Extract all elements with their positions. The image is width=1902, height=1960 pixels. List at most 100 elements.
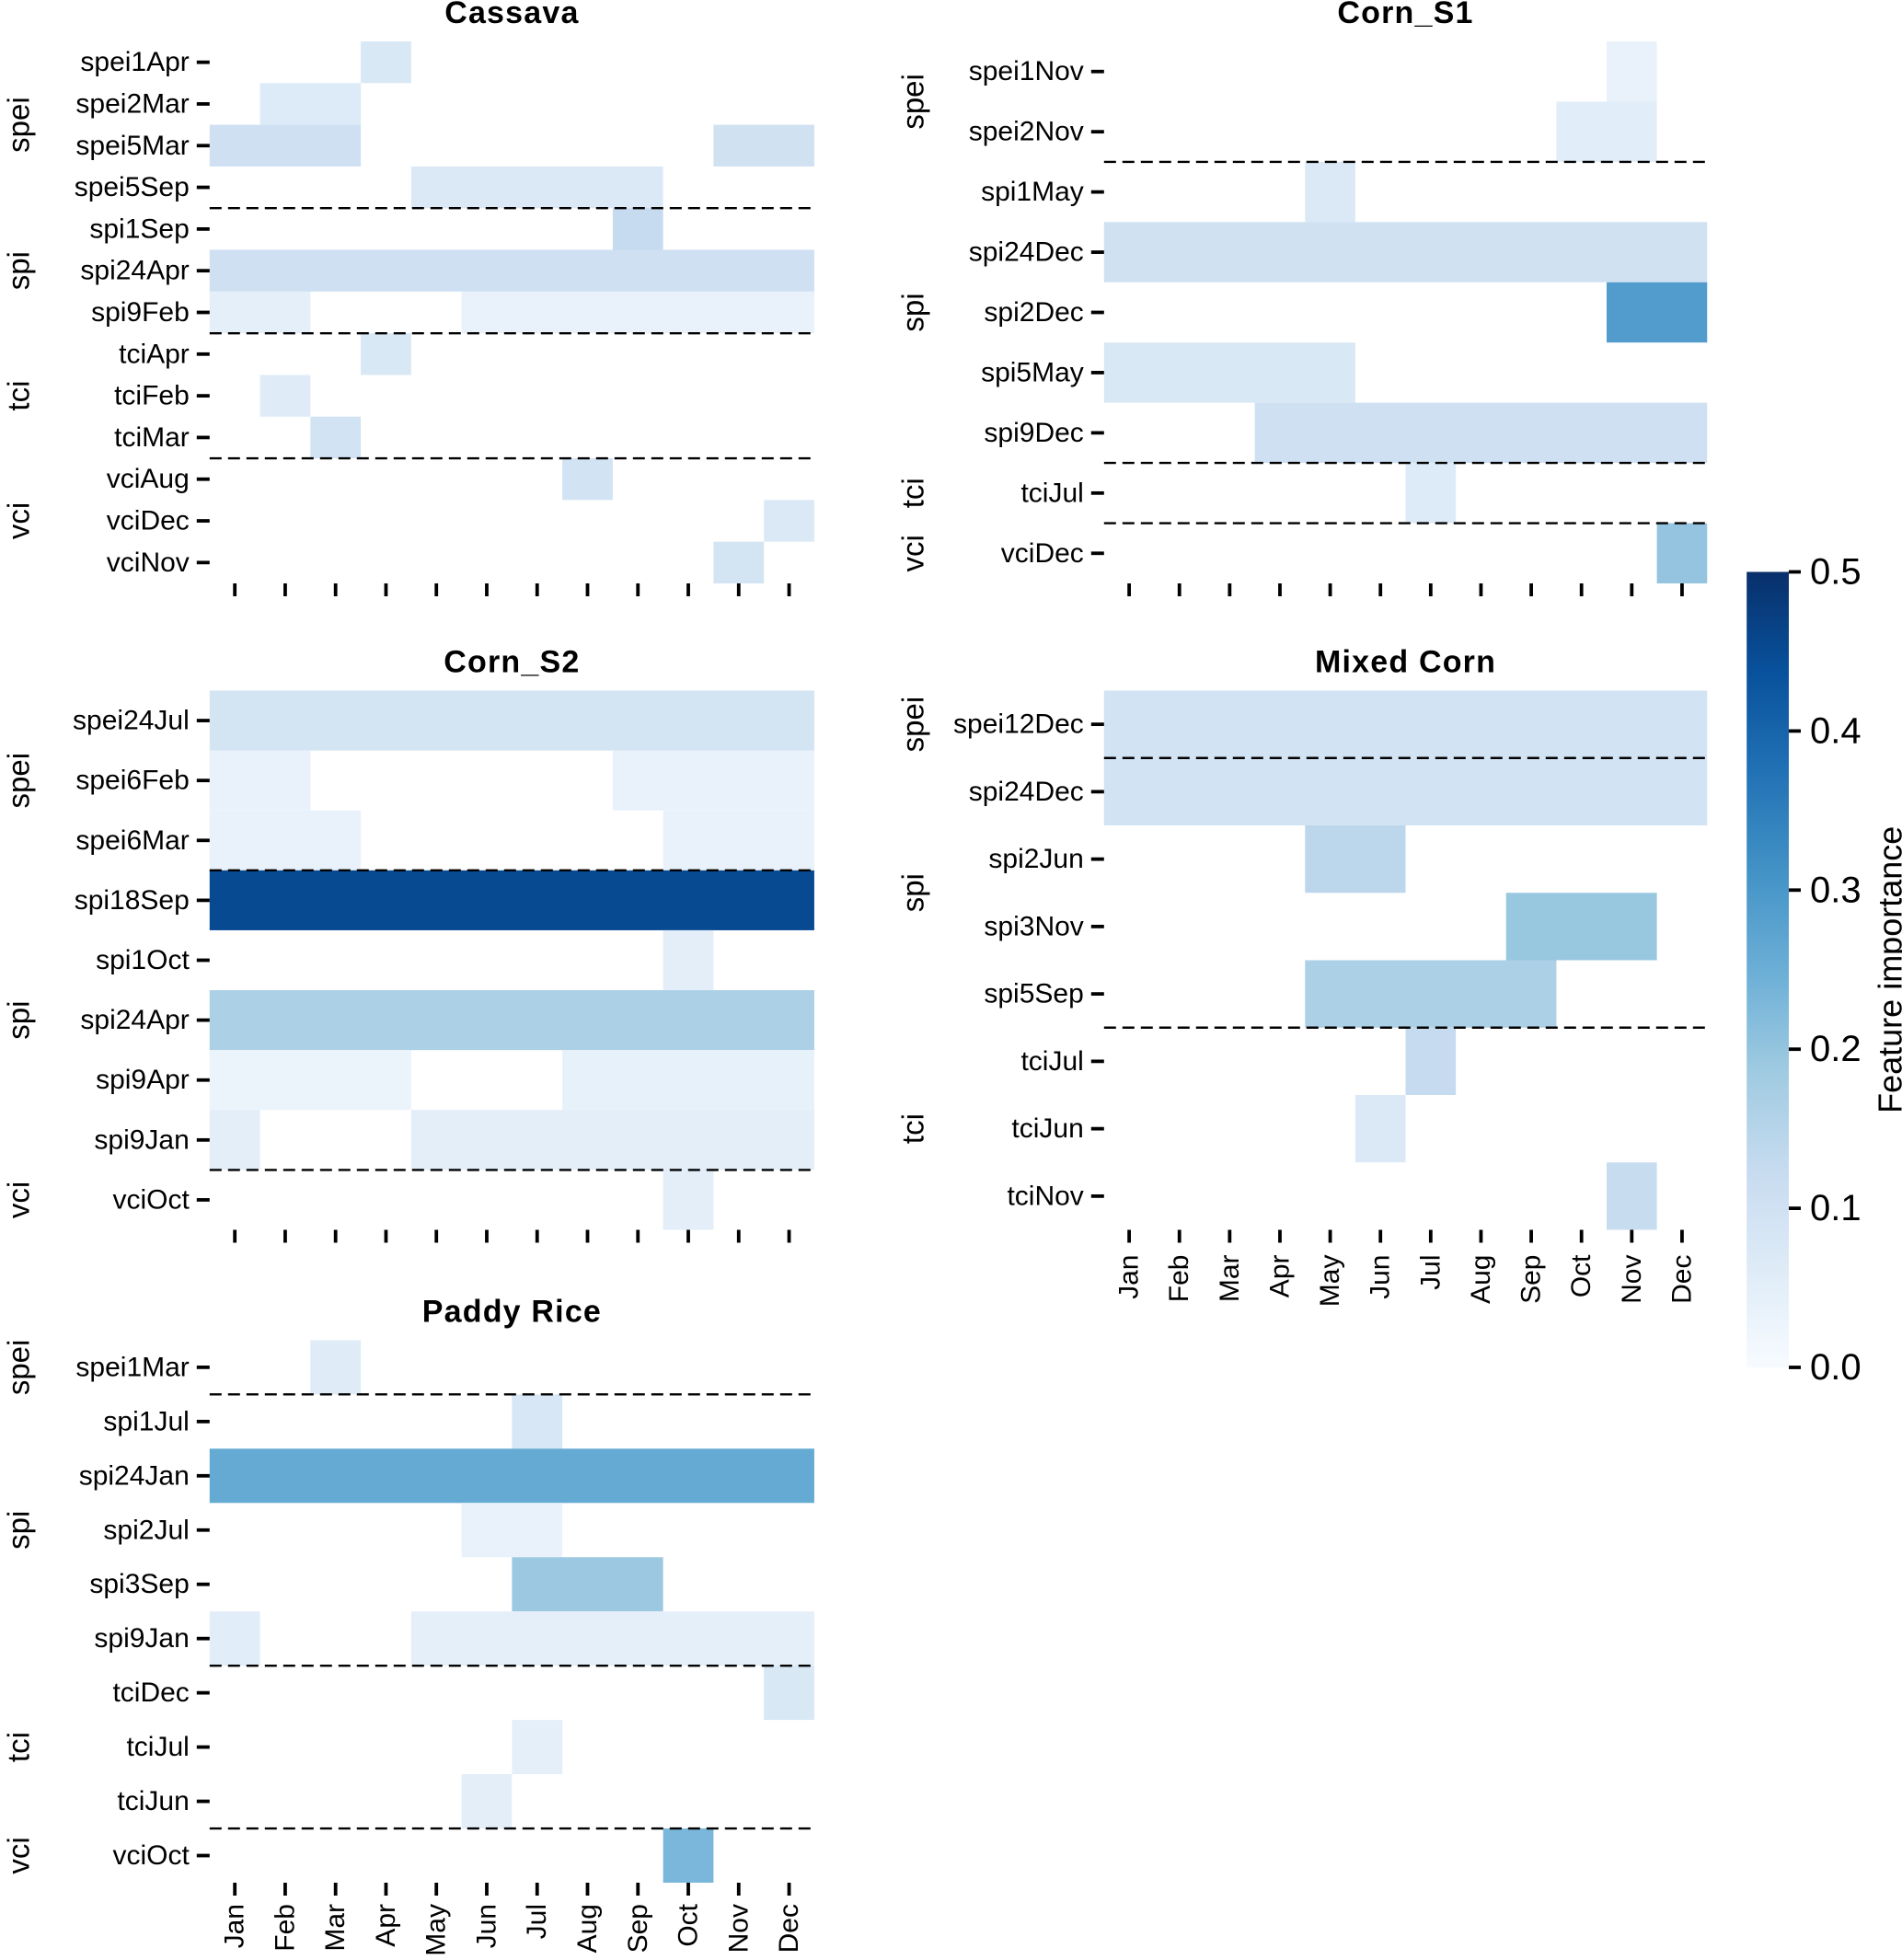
svg-text:Nov: Nov xyxy=(723,1904,754,1953)
svg-text:spei1Mar: spei1Mar xyxy=(75,1352,189,1382)
svg-text:vciDec: vciDec xyxy=(1001,538,1084,569)
svg-text:tciApr: tciApr xyxy=(119,339,190,369)
svg-text:spei6Feb: spei6Feb xyxy=(75,766,189,796)
svg-text:0.0: 0.0 xyxy=(1810,1347,1862,1388)
svg-text:spei: spei xyxy=(896,697,930,753)
svg-text:vciAug: vciAug xyxy=(107,464,190,494)
svg-text:vci: vci xyxy=(2,502,36,539)
svg-text:spi2Jul: spi2Jul xyxy=(103,1515,189,1545)
svg-text:spi: spi xyxy=(2,251,36,290)
svg-text:Dec: Dec xyxy=(1666,1255,1697,1304)
svg-text:spi: spi xyxy=(2,1511,36,1550)
svg-text:spi3Nov: spi3Nov xyxy=(984,911,1083,941)
svg-text:spi3Sep: spi3Sep xyxy=(89,1569,189,1599)
svg-text:tciJul: tciJul xyxy=(126,1732,189,1762)
svg-text:Oct: Oct xyxy=(674,1903,704,1946)
svg-text:spi18Sep: spi18Sep xyxy=(75,885,190,916)
svg-text:Jan: Jan xyxy=(1114,1255,1145,1299)
svg-text:Mar: Mar xyxy=(1215,1254,1245,1302)
svg-text:spi1Oct: spi1Oct xyxy=(96,945,190,975)
svg-text:0.3: 0.3 xyxy=(1810,870,1862,910)
svg-text:Feature importance: Feature importance xyxy=(1872,826,1902,1113)
svg-text:spi9Jan: spi9Jan xyxy=(94,1124,189,1155)
svg-text:tciJun: tciJun xyxy=(1011,1113,1083,1144)
svg-text:spei5Mar: spei5Mar xyxy=(75,131,189,161)
svg-text:spi2Jun: spi2Jun xyxy=(988,844,1083,874)
svg-text:spei: spei xyxy=(2,97,36,153)
svg-text:May: May xyxy=(1315,1255,1345,1308)
svg-text:Aug: Aug xyxy=(572,1904,603,1953)
svg-text:0.2: 0.2 xyxy=(1810,1029,1862,1069)
svg-text:0.5: 0.5 xyxy=(1810,552,1862,593)
svg-text:spi9Feb: spi9Feb xyxy=(91,297,190,328)
svg-text:tciNov: tciNov xyxy=(1007,1181,1083,1211)
svg-text:spi5May: spi5May xyxy=(981,357,1084,387)
svg-text:spi9Jan: spi9Jan xyxy=(94,1623,189,1654)
svg-text:spei: spei xyxy=(2,753,36,809)
svg-text:Jun: Jun xyxy=(1366,1255,1396,1299)
svg-text:spei24Jul: spei24Jul xyxy=(73,706,190,736)
svg-text:Jul: Jul xyxy=(1415,1255,1446,1290)
svg-text:Jun: Jun xyxy=(471,1904,501,1948)
svg-text:tci: tci xyxy=(2,381,36,411)
svg-text:spi24Dec: spi24Dec xyxy=(969,777,1084,807)
svg-text:spei12Dec: spei12Dec xyxy=(953,709,1084,740)
svg-text:Jul: Jul xyxy=(522,1904,552,1939)
svg-text:spei1Apr: spei1Apr xyxy=(80,47,189,77)
svg-text:spi24Apr: spi24Apr xyxy=(80,256,189,286)
svg-text:Corn_S1: Corn_S1 xyxy=(1337,0,1473,30)
svg-text:tciJul: tciJul xyxy=(1020,478,1083,508)
svg-text:vciDec: vciDec xyxy=(107,506,190,536)
svg-text:Apr: Apr xyxy=(1264,1254,1295,1297)
svg-text:spei1Nov: spei1Nov xyxy=(969,56,1084,86)
svg-text:vci: vci xyxy=(2,1837,36,1874)
svg-text:tciDec: tciDec xyxy=(112,1678,189,1708)
svg-text:0.4: 0.4 xyxy=(1810,710,1862,751)
svg-text:May: May xyxy=(421,1904,452,1955)
svg-text:vciNov: vciNov xyxy=(107,548,190,578)
svg-text:spei5Sep: spei5Sep xyxy=(75,172,190,202)
svg-text:tciFeb: tciFeb xyxy=(114,381,190,411)
svg-text:spi: spi xyxy=(2,1001,36,1040)
svg-text:spei2Mar: spei2Mar xyxy=(75,88,189,119)
svg-text:spi1Sep: spi1Sep xyxy=(89,213,189,244)
svg-text:Mar: Mar xyxy=(320,1904,351,1952)
svg-text:spi: spi xyxy=(896,873,930,912)
svg-text:Paddy Rice: Paddy Rice xyxy=(422,1294,602,1329)
svg-text:spi1Jul: spi1Jul xyxy=(103,1406,189,1436)
svg-text:Feb: Feb xyxy=(1164,1255,1194,1303)
svg-text:vciOct: vciOct xyxy=(112,1840,190,1871)
svg-text:spi24Dec: spi24Dec xyxy=(969,237,1084,268)
svg-text:spi1May: spi1May xyxy=(981,177,1084,207)
svg-text:Nov: Nov xyxy=(1617,1255,1647,1304)
svg-text:Mixed Corn: Mixed Corn xyxy=(1315,645,1496,680)
svg-text:spei: spei xyxy=(896,74,930,130)
svg-text:Feb: Feb xyxy=(270,1904,300,1952)
svg-text:spi9Dec: spi9Dec xyxy=(984,418,1083,448)
svg-text:spi5Sep: spi5Sep xyxy=(984,979,1083,1009)
svg-text:spi24Apr: spi24Apr xyxy=(80,1005,189,1035)
svg-text:Jan: Jan xyxy=(220,1904,250,1948)
svg-text:vci: vci xyxy=(2,1182,36,1218)
svg-text:spei: spei xyxy=(2,1340,36,1396)
svg-text:vci: vci xyxy=(896,535,930,571)
svg-text:tci: tci xyxy=(2,1732,36,1762)
svg-text:spi2Dec: spi2Dec xyxy=(984,297,1083,328)
svg-text:tciJun: tciJun xyxy=(117,1786,189,1816)
svg-text:Aug: Aug xyxy=(1466,1255,1496,1304)
svg-text:Sep: Sep xyxy=(623,1904,653,1953)
svg-text:spei6Mar: spei6Mar xyxy=(75,825,189,856)
svg-text:tciJul: tciJul xyxy=(1020,1046,1083,1077)
svg-text:spi: spi xyxy=(896,293,930,331)
svg-text:Oct: Oct xyxy=(1566,1254,1597,1297)
svg-text:spi9Apr: spi9Apr xyxy=(96,1065,190,1095)
svg-text:Sep: Sep xyxy=(1516,1255,1547,1304)
svg-text:Apr: Apr xyxy=(371,1904,401,1947)
svg-text:tciMar: tciMar xyxy=(114,422,190,453)
svg-text:Corn_S2: Corn_S2 xyxy=(444,645,580,680)
svg-text:Dec: Dec xyxy=(774,1904,804,1953)
svg-text:tci: tci xyxy=(896,1113,930,1144)
svg-text:vciOct: vciOct xyxy=(112,1184,190,1215)
svg-text:Cassava: Cassava xyxy=(444,0,579,30)
svg-text:0.1: 0.1 xyxy=(1810,1188,1862,1228)
